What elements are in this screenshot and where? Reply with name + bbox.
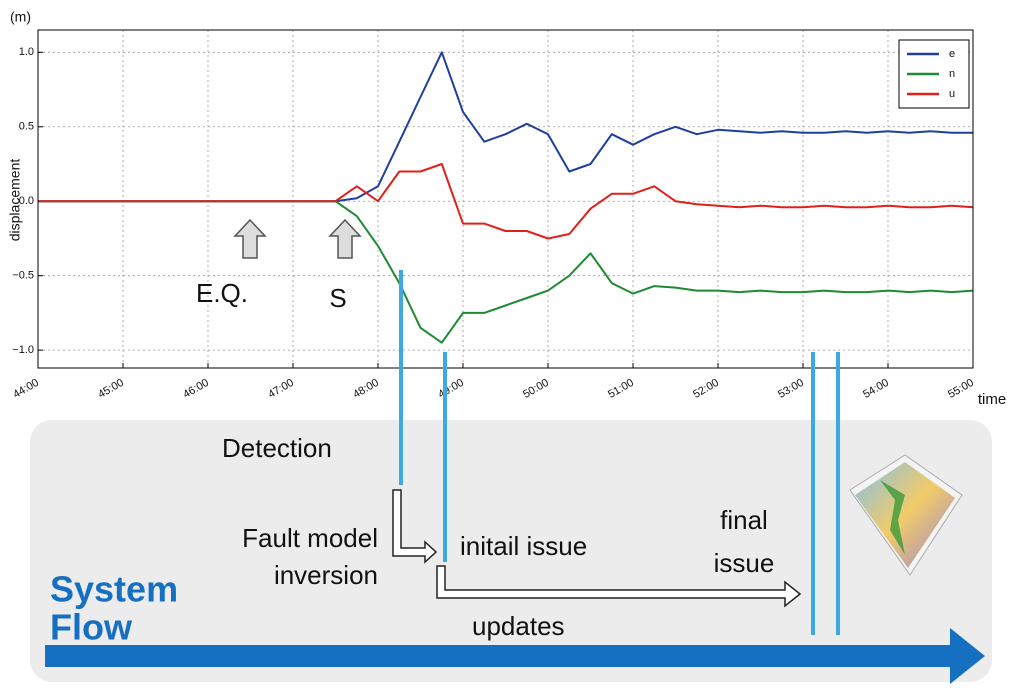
x-tick-label: 51:00: [606, 377, 636, 401]
plot-frame: [37, 29, 974, 369]
detection-label: Detection: [222, 433, 332, 463]
x-tick-label: 50:00: [521, 377, 551, 401]
legend-label: e: [949, 48, 955, 60]
plot-area: −1.0 −0.5 0.0 0.5 1.0 44:00 45:00 46:00 47:00 48:…: [11, 29, 976, 401]
y-tick-label: −1.0: [12, 344, 34, 356]
flow-panel: [30, 420, 992, 682]
legend-label: u: [949, 88, 955, 100]
final-label: issue: [714, 548, 775, 578]
x-tick-label: 45:00: [96, 377, 126, 401]
y-tick-label: 0.0: [19, 195, 34, 207]
final-label: final: [720, 505, 768, 535]
y-tick-label: −0.5: [12, 270, 34, 282]
s-label: S: [329, 283, 346, 313]
x-tick-label: 54:00: [861, 377, 891, 401]
marker-arrows: [233, 218, 362, 259]
inversion-label: inversion: [274, 560, 378, 590]
legend-label: n: [949, 68, 955, 80]
initial-label: initail issue: [460, 531, 587, 561]
y-axis-label: displacement: [7, 159, 23, 242]
bent-arrow: [436, 565, 802, 608]
system-label: Flow: [50, 607, 133, 648]
x-tick-label: 49:00: [436, 377, 466, 401]
x-tick-label: 46:00: [181, 377, 211, 401]
inversion-label: Fault model: [242, 523, 378, 553]
y-unit: (m): [10, 9, 31, 25]
eq-label: E.Q.: [196, 278, 248, 308]
x-tick-label: 55:00: [946, 377, 976, 401]
x-tick-label: 48:00: [351, 377, 381, 401]
system-label: System: [50, 569, 178, 610]
x-tick-label: 44:00: [11, 377, 41, 401]
bent-arrow: [392, 489, 438, 564]
x-tick-label: 52:00: [691, 377, 721, 401]
x-axis-label: time: [978, 391, 1006, 408]
x-tick-label: 47:00: [266, 377, 296, 401]
updates-label: updates: [472, 611, 565, 641]
y-tick-label: 0.5: [19, 121, 34, 133]
flow-arrow: [45, 628, 985, 684]
y-tick-label: 1.0: [19, 46, 34, 58]
x-tick-label: 53:00: [776, 377, 806, 401]
legend: enu: [898, 39, 970, 109]
series-line: [38, 163, 974, 240]
map-image: [849, 454, 963, 576]
plot-background: [38, 30, 973, 368]
